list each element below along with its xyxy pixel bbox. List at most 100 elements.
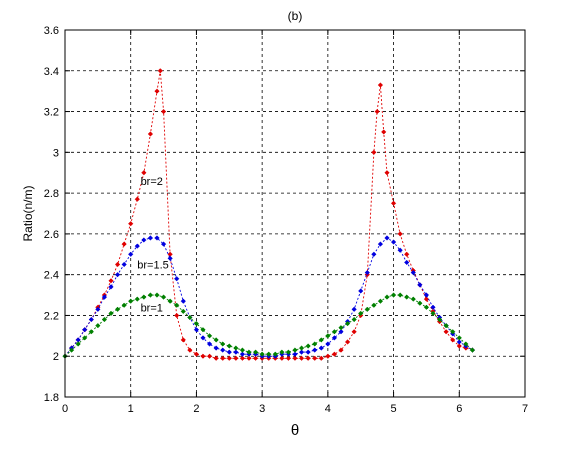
data-point [279,355,285,361]
data-point [88,329,94,335]
data-point [226,355,232,361]
data-point [384,294,390,300]
data-point [377,241,384,247]
y-tick-label: 2.8 [44,188,59,200]
y-tick-label: 1.8 [44,392,59,404]
data-point [114,306,121,312]
data-point [121,302,127,308]
data-point [233,355,239,361]
x-tick-label: 4 [325,403,331,415]
data-point [134,243,140,249]
data-point [160,294,167,300]
data-point [371,302,377,308]
data-point [266,351,272,357]
data-point [298,349,305,355]
data-point [381,129,387,135]
data-point [390,239,397,245]
data-point [233,349,239,355]
data-point [174,302,180,308]
data-point [443,329,449,335]
data-point [114,272,121,278]
data-point [206,333,213,339]
data-point [292,347,298,353]
data-point [344,320,351,327]
data-point [167,298,173,304]
data-point [436,316,443,323]
data-point [298,355,305,361]
data-point [134,296,140,302]
data-point [220,341,226,347]
data-point [364,306,370,312]
x-tick-label: 2 [193,403,199,415]
data-point [272,351,278,357]
data-point [312,347,318,353]
y-axis-label: Ratio(n/m) [21,185,35,241]
y-tick-label: 2.6 [44,229,59,241]
data-point [344,339,351,345]
data-point [180,337,186,343]
data-point [423,296,430,302]
data-point [371,149,377,155]
data-point [226,349,232,355]
data-point [134,196,140,202]
data-point [377,298,384,304]
data-point [252,355,259,361]
data-point [318,345,324,351]
data-point [108,310,114,317]
data-point [463,341,469,347]
data-point [292,351,298,357]
data-point [200,353,206,359]
data-point [180,308,186,315]
data-point [101,316,108,323]
data-point [187,314,193,321]
x-tick-label: 7 [522,403,528,415]
data-point [397,231,403,237]
data-point [206,341,213,347]
data-point [305,343,311,349]
data-point [338,325,344,331]
y-tick-label: 2.4 [44,270,59,282]
data-point [331,329,338,335]
data-point [246,355,252,361]
data-point [200,327,206,333]
data-point [193,327,200,333]
chart-title: (b) [288,9,303,23]
data-point [154,292,160,298]
data-point [213,355,219,361]
data-point [259,351,265,357]
data-point [443,322,449,329]
data-point [101,294,108,300]
data-point [377,82,384,88]
data-point [187,347,193,353]
data-point [404,259,410,266]
data-point [141,170,147,176]
data-point [95,306,101,312]
data-point [371,251,377,257]
data-point [193,351,200,357]
data-point [430,304,436,310]
y-tick-label: 3.4 [44,66,59,78]
ticks: 0 1 2 3 4 5 6 7 1.8 2 2.2 2.4 2.6 2.8 3 3.2 3.4 3.6 [44,25,528,415]
y-tick-label: 3 [53,147,59,159]
data-point [213,337,219,343]
data-point [114,261,121,268]
data-point [404,294,410,300]
series-line [64,294,473,357]
data-point [160,241,167,247]
x-tick-label: 0 [62,403,68,415]
data-point [331,351,338,357]
data-point [351,316,357,323]
data-point [226,343,232,349]
data-point [469,347,476,353]
data-point [128,251,134,257]
x-tick-label: 6 [456,403,462,415]
data-point [167,255,173,262]
data-point [351,329,357,335]
x-tick-label: 5 [391,403,397,415]
data-point [358,288,364,294]
data-point [246,349,252,355]
data-point [338,347,344,353]
data-point [325,353,331,359]
data-point [285,355,292,361]
